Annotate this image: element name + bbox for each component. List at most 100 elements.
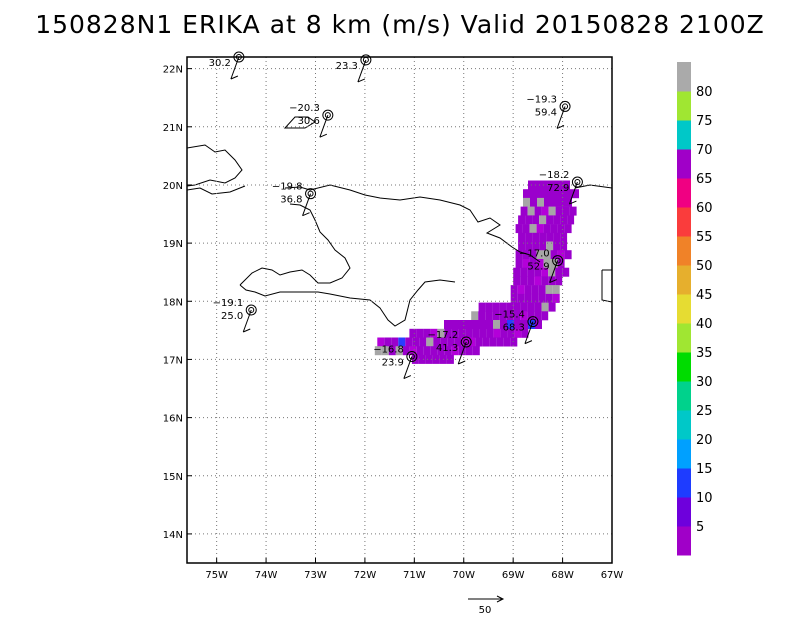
station-wind: 68.3 <box>503 323 525 334</box>
y-tick-label: 15N <box>163 472 183 483</box>
wind-field-cell <box>553 241 561 251</box>
coastline-turks <box>283 116 316 129</box>
wind-field-cell <box>412 337 420 347</box>
station: −20.3 30.6 <box>289 103 334 127</box>
wind-field-cell <box>535 320 542 329</box>
station-temperature: −16.8 <box>373 345 404 356</box>
wind-field-cell <box>539 241 547 251</box>
axes: 75W 74W 73W 72W 71W 70W 69W 68W 67W 14N 15N 16N 17N 1… <box>163 65 624 581</box>
wind-field-cell <box>425 354 433 364</box>
colorbar-segment <box>677 381 691 411</box>
wind-field-cell <box>539 215 547 225</box>
wind-field-cell <box>544 189 551 199</box>
wind-field-cell <box>560 241 568 251</box>
wind-field-cell <box>465 320 472 329</box>
station: −17.2 41.3 <box>428 330 472 354</box>
wind-field-cell <box>409 328 417 338</box>
plot-frame <box>186 56 613 564</box>
wind-field-cell <box>475 337 483 347</box>
wind-field-cell <box>565 197 572 207</box>
colorbar-segment <box>677 62 691 92</box>
wind-field-cell <box>499 311 507 321</box>
station: −19.1 25.0 <box>213 298 257 322</box>
station-ring <box>245 304 257 316</box>
colorbar-label: 5 <box>696 520 704 535</box>
wind-field-cell <box>557 250 565 260</box>
wind-field-cell <box>496 337 504 347</box>
wind-field-cell <box>432 354 440 364</box>
coastline-cuba <box>284 184 541 263</box>
station-ring <box>305 188 317 200</box>
wind-field-cell <box>444 328 452 338</box>
wind-barb-staff <box>302 193 312 216</box>
station-wind: 23.9 <box>382 358 404 369</box>
colorbar-segment <box>677 526 691 556</box>
wind-field-cell <box>563 180 570 190</box>
wind-barb-staff <box>357 59 367 83</box>
wind-field-cell <box>521 320 528 329</box>
wind-field-cell <box>472 346 480 356</box>
wind-field-cell <box>551 197 558 207</box>
colorbar-label: 45 <box>696 288 713 303</box>
wind-field-cell <box>402 346 410 356</box>
station-ring <box>552 255 564 267</box>
station-ring <box>360 54 372 66</box>
scale-arrow: 50 <box>468 595 505 616</box>
wind-field-cell <box>423 346 431 356</box>
wind-barb-flag <box>319 133 328 138</box>
station: −15.4 68.3 <box>494 310 539 334</box>
wind-barb-staff <box>403 356 413 379</box>
x-tick-label: 72W <box>354 570 377 581</box>
station-dot <box>248 307 255 313</box>
colorbar-segment <box>677 120 691 150</box>
wind-field-cell <box>537 189 544 199</box>
station-dot <box>324 112 331 119</box>
wind-field-cell <box>538 293 546 303</box>
wind-field-cell <box>538 285 546 295</box>
wind-barb-staff <box>549 260 559 283</box>
y-tick-label: 21N <box>163 123 183 134</box>
station-wind: 25.0 <box>221 311 243 322</box>
wind-field-cell <box>525 232 533 242</box>
coastline-north-hispaniola <box>187 144 243 187</box>
colorbar-label: 10 <box>696 491 713 506</box>
wind-barb-flag <box>524 340 533 345</box>
colorbar-label: 25 <box>696 404 713 419</box>
wind-field-cell <box>515 259 523 268</box>
wind-field-cell <box>440 337 448 347</box>
wind-field-cell <box>485 302 493 312</box>
wind-field-cell <box>530 189 537 199</box>
wind-field-cell <box>552 293 560 303</box>
colorbar-segment <box>677 178 691 208</box>
colorbar-segment <box>677 265 691 295</box>
colorbar-segment <box>677 91 691 121</box>
wind-field-cell <box>433 337 441 347</box>
wind-field-cell <box>446 354 454 364</box>
wind-field-cell <box>536 259 544 268</box>
station: −16.8 23.9 <box>373 345 418 369</box>
station-plots: 30.2 23.3 −20.3 30.6 −19.8 36.8 −19.3 59.4 −18.2… <box>209 51 583 369</box>
wind-field-cell <box>524 293 532 303</box>
wind-field-cell <box>510 293 518 303</box>
wind-field-cell <box>558 197 565 207</box>
wind-field-cell <box>527 267 535 277</box>
x-tick-label: 71W <box>403 570 426 581</box>
colorbar-label: 55 <box>696 230 713 245</box>
wind-field-cell <box>548 206 556 216</box>
wind-field-cell <box>514 328 522 338</box>
station-temperature: −19.1 <box>213 298 244 309</box>
station: −17.0 52.9 <box>519 249 564 273</box>
wind-field-cell <box>523 189 530 199</box>
station-temperature: −17.0 <box>519 249 550 260</box>
wind-field-cell <box>513 311 521 321</box>
wind-field-cell <box>513 276 521 286</box>
wind-field-cell <box>465 346 473 356</box>
wind-barb-flag <box>302 212 310 217</box>
wind-field-cell <box>541 311 549 321</box>
station-temperature: −18.2 <box>539 170 570 181</box>
wind-barb-flag <box>458 360 466 365</box>
wind-field-cell <box>423 328 431 338</box>
wind-field-cell <box>416 328 424 338</box>
wind-field-cell <box>527 206 535 216</box>
x-tick-label: 73W <box>304 570 327 581</box>
